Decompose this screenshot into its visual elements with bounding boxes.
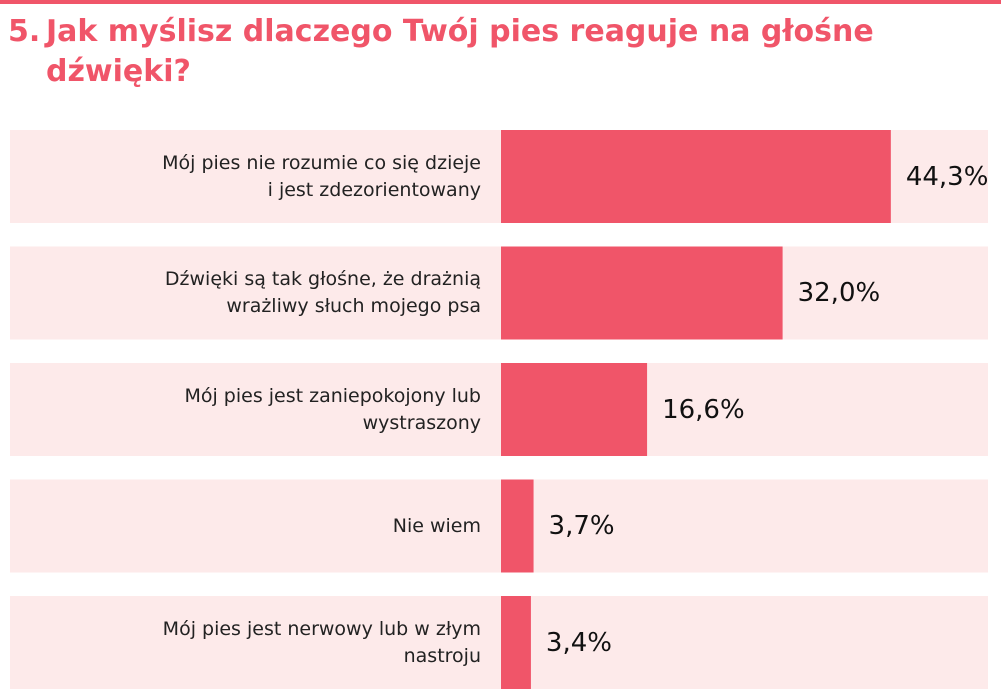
category-label-line: Mój pies jest nerwowy lub w złym	[162, 617, 481, 640]
question-number: 5.	[8, 14, 41, 49]
value-label: 44,3%	[905, 161, 989, 192]
category-label-line: Mój pies jest zaniepokojony lub	[184, 384, 481, 407]
title-line-2: dźwięki?	[46, 54, 191, 89]
category-label-line: wrażliwy słuch mojego psa	[226, 295, 481, 317]
bar	[501, 246, 783, 340]
row-background	[10, 363, 988, 456]
bar	[501, 479, 534, 573]
row-background	[10, 479, 988, 573]
category-label-line: i jest zdezorientowany	[267, 178, 481, 201]
top-accent-line	[0, 0, 1001, 4]
category-label: Nie wiem	[11, 513, 481, 540]
category-label-line: Nie wiem	[392, 514, 481, 537]
value-label: 32,0%	[797, 278, 881, 308]
chart-title: 5. Jak myślisz dlaczego Twój pies reaguje…	[8, 12, 874, 92]
bar	[501, 130, 891, 223]
bar	[501, 363, 648, 456]
category-label: Mój pies jest zaniepokojony lub wystraszo…	[11, 383, 481, 437]
category-label-line: wystraszony	[362, 411, 481, 434]
value-label: 3,7%	[548, 511, 615, 541]
bar	[501, 596, 531, 689]
row-background	[10, 596, 988, 689]
category-label: Mój pies jest nerwowy lub w złym nastroju	[11, 616, 481, 670]
value-label: 3,4%	[545, 627, 612, 658]
category-label: Mój pies nie rozumie co się dzieje i jest…	[11, 150, 481, 204]
category-label-line: nastroju	[403, 644, 481, 667]
row-background	[10, 246, 988, 340]
value-label: 16,6%	[662, 394, 745, 425]
title-line-1: Jak myślisz dlaczego Twój pies reaguje n…	[46, 14, 874, 49]
category-label-line: Mój pies nie rozumie co się dzieje	[162, 151, 481, 174]
category-label-line: Dźwięki są tak głośne, że drażnią	[164, 268, 481, 290]
category-label: Dźwięki są tak głośne, że drażnią wrażliw…	[11, 266, 481, 320]
